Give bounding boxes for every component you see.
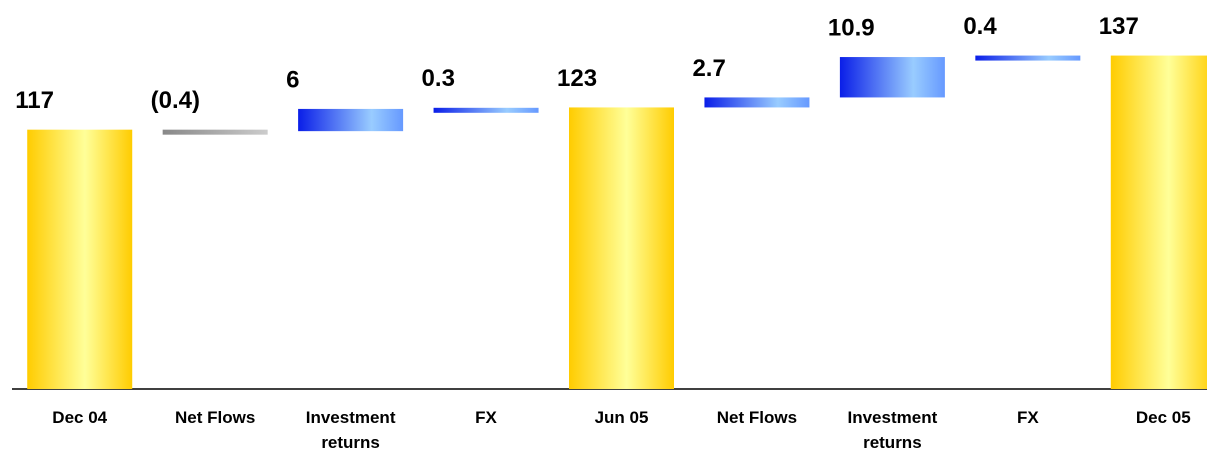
value-label: (0.4): [151, 87, 200, 114]
value-label: 117: [15, 87, 54, 114]
value-label: 0.4: [963, 13, 997, 40]
value-label: 123: [557, 65, 597, 92]
bar: [1110, 55, 1207, 389]
bar: [569, 107, 674, 389]
bar: [839, 57, 945, 98]
bar: [27, 129, 133, 389]
bar: [975, 55, 1081, 61]
x-tick-label: Jun 05: [594, 408, 649, 427]
x-tick-label: Investment returns: [847, 408, 938, 452]
x-tick-label: Net Flows: [716, 408, 798, 427]
value-label: 0.3: [422, 65, 455, 92]
bar: [704, 97, 810, 108]
x-tick-label: FX: [475, 408, 497, 427]
x-tick-label: Net Flows: [175, 408, 256, 427]
x-tick-label: Investment returns: [305, 408, 396, 452]
bar: [162, 129, 268, 135]
x-tick-label: Dec 04: [52, 408, 108, 427]
value-label: 10.9: [828, 14, 875, 41]
x-tick-label: FX: [1016, 408, 1039, 427]
x-tick-label: Dec 05: [1135, 408, 1191, 427]
value-label: 6: [286, 66, 299, 93]
bar: [298, 108, 404, 132]
value-label: 137: [1099, 13, 1139, 40]
bar: [433, 107, 539, 113]
value-label: 2.7: [692, 55, 725, 82]
